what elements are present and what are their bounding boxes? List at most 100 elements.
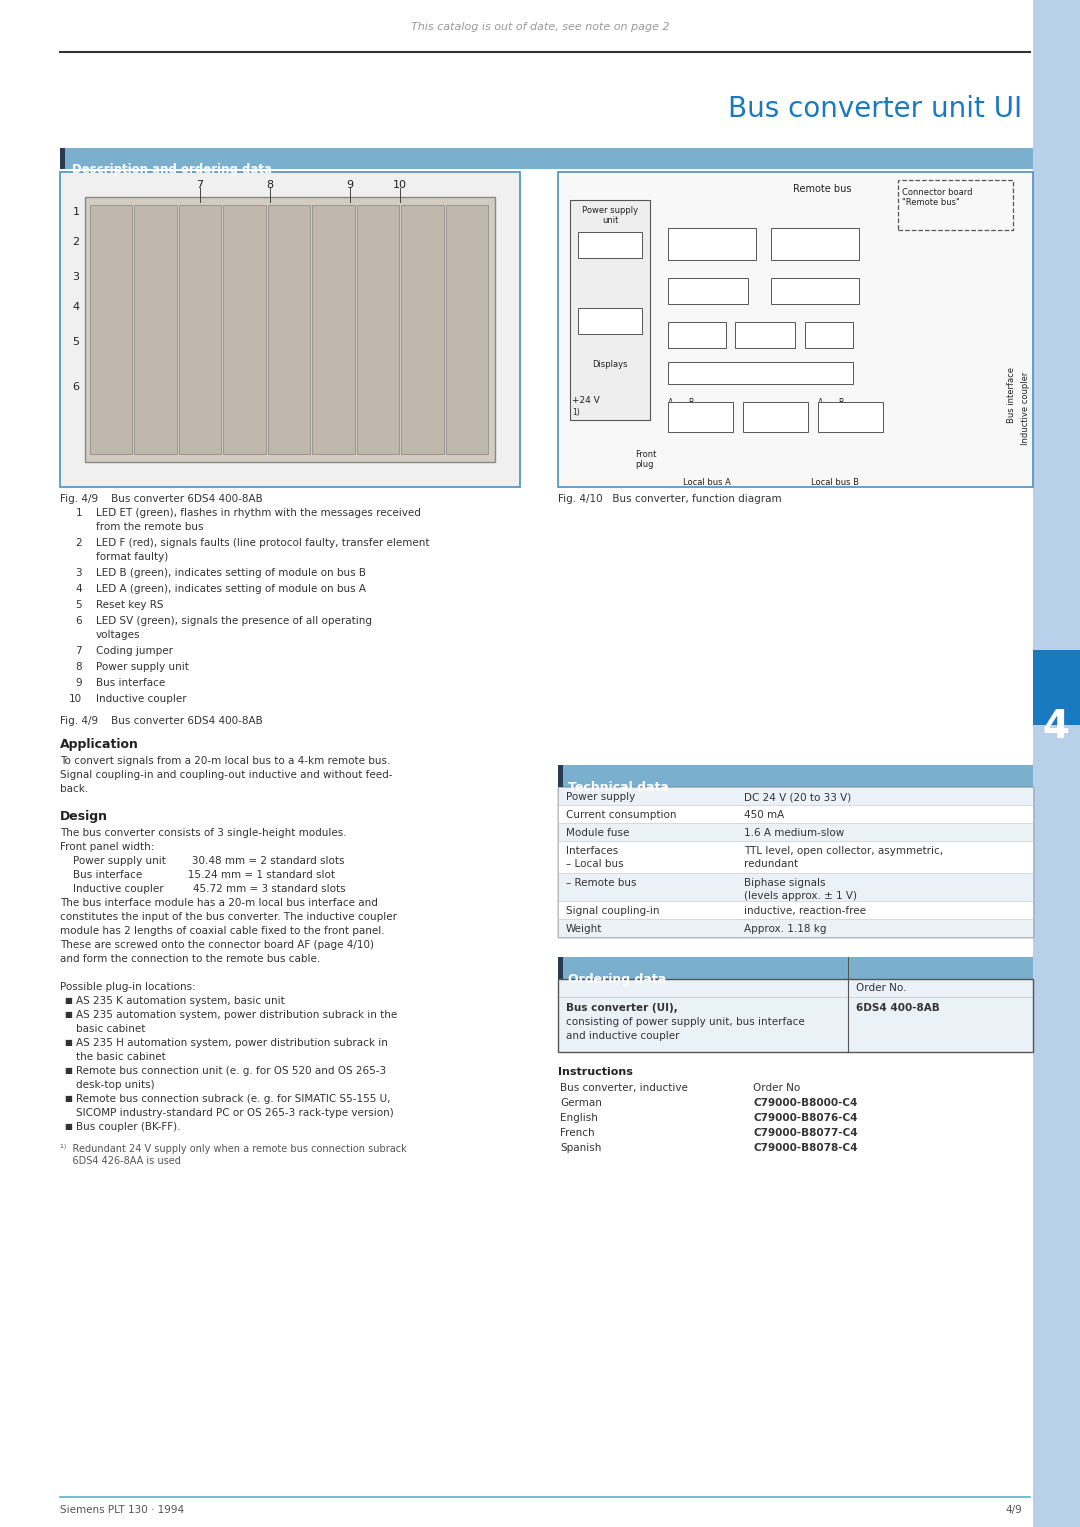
- Text: Inductive coupler: Inductive coupler: [96, 693, 187, 704]
- Bar: [224, 205, 266, 454]
- Bar: [558, 919, 1032, 938]
- Text: comparison: comparison: [753, 418, 797, 428]
- Text: Coding jumper: Coding jumper: [96, 646, 173, 657]
- Text: 2: 2: [72, 237, 80, 247]
- Text: Fig. 4/10   Bus converter, function diagram: Fig. 4/10 Bus converter, function diagra…: [558, 495, 782, 504]
- Bar: [558, 173, 1032, 487]
- Text: Fig. 4/9    Bus converter 6DS4 400-8AB: Fig. 4/9 Bus converter 6DS4 400-8AB: [60, 495, 262, 504]
- Text: 1.6 A medium-slow: 1.6 A medium-slow: [744, 828, 845, 838]
- Text: 1): 1): [572, 408, 580, 417]
- Text: C79000-B8076-C4: C79000-B8076-C4: [753, 1113, 858, 1122]
- Text: Possible plug-in locations:: Possible plug-in locations:: [60, 982, 195, 993]
- Text: C79000-B8078-C4: C79000-B8078-C4: [753, 1144, 858, 1153]
- Text: Bus converter, inductive: Bus converter, inductive: [561, 1083, 688, 1093]
- Bar: [669, 402, 733, 432]
- Text: Front: Front: [635, 450, 657, 460]
- Text: Connector board: Connector board: [902, 188, 972, 197]
- Bar: [558, 786, 1032, 938]
- Text: (levels approx. ± 1 V): (levels approx. ± 1 V): [744, 890, 858, 901]
- Text: 2: 2: [76, 538, 82, 548]
- Bar: [558, 765, 563, 786]
- Text: ■: ■: [64, 1009, 72, 1019]
- Text: 7: 7: [76, 646, 82, 657]
- Text: The bus converter consists of 3 single-height modules.: The bus converter consists of 3 single-h…: [60, 828, 347, 838]
- Text: Application: Application: [60, 738, 139, 751]
- Text: Approx. 1.18 kg: Approx. 1.18 kg: [744, 924, 826, 935]
- Text: "Remote bus": "Remote bus": [902, 199, 960, 208]
- Text: 24 V: 24 V: [598, 312, 621, 321]
- Bar: [558, 873, 1032, 901]
- Text: Siemens PLT 130 · 1994: Siemens PLT 130 · 1994: [60, 1506, 184, 1515]
- Bar: [90, 205, 133, 454]
- Bar: [570, 200, 650, 420]
- Text: English: English: [561, 1113, 598, 1122]
- Text: LED F (red), signals faults (line protocol faulty, transfer element: LED F (red), signals faults (line protoc…: [96, 538, 430, 548]
- Text: SICOMP industry-standard PC or OS 265-3 rack-type version): SICOMP industry-standard PC or OS 265-3 …: [76, 1109, 394, 1118]
- Text: German: German: [561, 1098, 602, 1109]
- Bar: [558, 765, 1032, 786]
- Bar: [805, 322, 853, 348]
- Text: ■: ■: [64, 1066, 72, 1075]
- Text: Bit–by–bit: Bit–by–bit: [756, 408, 794, 417]
- Text: 4: 4: [72, 302, 80, 312]
- Text: The bus interface module has a 20-m local bus interface and: The bus interface module has a 20-m loca…: [60, 898, 378, 909]
- Text: Bus coupler (BK-FF).: Bus coupler (BK-FF).: [76, 1122, 180, 1132]
- Text: Instructions: Instructions: [558, 1067, 633, 1077]
- Text: Inductive coupler         45.72 mm = 3 standard slots: Inductive coupler 45.72 mm = 3 standard …: [60, 884, 346, 893]
- Text: consisting of power supply unit, bus interface: consisting of power supply unit, bus int…: [566, 1017, 805, 1028]
- Text: 1: 1: [76, 508, 82, 518]
- Text: TTL level, open collector, asymmetric,: TTL level, open collector, asymmetric,: [744, 846, 943, 857]
- Text: 10: 10: [393, 180, 407, 189]
- Text: Ordering data: Ordering data: [568, 973, 666, 986]
- Text: 6: 6: [72, 382, 80, 392]
- Text: Remote bus connection subrack (e. g. for SIMATIC S5-155 U,: Remote bus connection subrack (e. g. for…: [76, 1093, 391, 1104]
- Bar: [578, 308, 642, 334]
- Text: setting: setting: [752, 337, 779, 347]
- Text: LED SV (green), signals the presence of all operating: LED SV (green), signals the presence of …: [96, 615, 372, 626]
- Text: Remote bus,: Remote bus,: [791, 234, 839, 243]
- Text: LED B (green), indicates setting of module on bus B: LED B (green), indicates setting of modu…: [96, 568, 366, 579]
- Text: module has 2 lengths of coaxial cable fixed to the front panel.: module has 2 lengths of coaxial cable fi…: [60, 925, 384, 936]
- Bar: [578, 232, 642, 258]
- Text: Power supply unit        30.48 mm = 2 standard slots: Power supply unit 30.48 mm = 2 standard …: [60, 857, 345, 866]
- Text: A: A: [669, 399, 673, 408]
- Text: Power supply: Power supply: [582, 206, 638, 215]
- Text: A: A: [818, 399, 823, 408]
- Text: LED ET (green), flashes in rhythm with the messages received: LED ET (green), flashes in rhythm with t…: [96, 508, 421, 518]
- Text: controller: controller: [678, 337, 715, 347]
- Bar: [669, 322, 726, 348]
- Text: ■: ■: [64, 1122, 72, 1132]
- Text: the basic cabinet: the basic cabinet: [76, 1052, 165, 1061]
- Text: 8: 8: [76, 663, 82, 672]
- Text: Front panel width:: Front panel width:: [60, 841, 154, 852]
- Text: Signal coupling-in: Signal coupling-in: [566, 906, 660, 916]
- Text: FIFO: FIFO: [820, 331, 838, 341]
- Text: Local bus,: Local bus,: [680, 408, 719, 417]
- Bar: [134, 205, 177, 454]
- Text: AS 235 H automation system, power distribution subrack in: AS 235 H automation system, power distri…: [76, 1038, 388, 1048]
- Text: Bus interface              15.24 mm = 1 standard slot: Bus interface 15.24 mm = 1 standard slot: [60, 870, 335, 880]
- Text: AS 235 K automation system, basic unit: AS 235 K automation system, basic unit: [76, 996, 285, 1006]
- Bar: [771, 228, 859, 260]
- Text: LED A (green), indicates setting of module on bus A: LED A (green), indicates setting of modu…: [96, 583, 366, 594]
- Text: 9: 9: [347, 180, 353, 189]
- Text: Power supply unit: Power supply unit: [96, 663, 189, 672]
- Text: Biphase signals: Biphase signals: [744, 878, 825, 889]
- Bar: [1032, 651, 1080, 725]
- Text: Remote bus,: Remote bus,: [688, 234, 735, 243]
- Text: Remote bus: Remote bus: [793, 183, 851, 194]
- Text: DC 24 V (20 to 33 V): DC 24 V (20 to 33 V): [744, 793, 851, 802]
- Text: B: B: [688, 399, 693, 408]
- Text: voltages: voltages: [96, 631, 140, 640]
- Text: Module fuse: Module fuse: [566, 828, 630, 838]
- Text: unit: unit: [602, 215, 618, 224]
- Bar: [312, 205, 354, 454]
- Bar: [735, 322, 795, 348]
- Bar: [558, 957, 1032, 979]
- Bar: [179, 205, 221, 454]
- Bar: [669, 228, 756, 260]
- Text: and form the connection to the remote bus cable.: and form the connection to the remote bu…: [60, 954, 321, 964]
- Text: desk-top units): desk-top units): [76, 1080, 154, 1090]
- Text: – Remote bus: – Remote bus: [566, 878, 636, 889]
- Bar: [558, 823, 1032, 841]
